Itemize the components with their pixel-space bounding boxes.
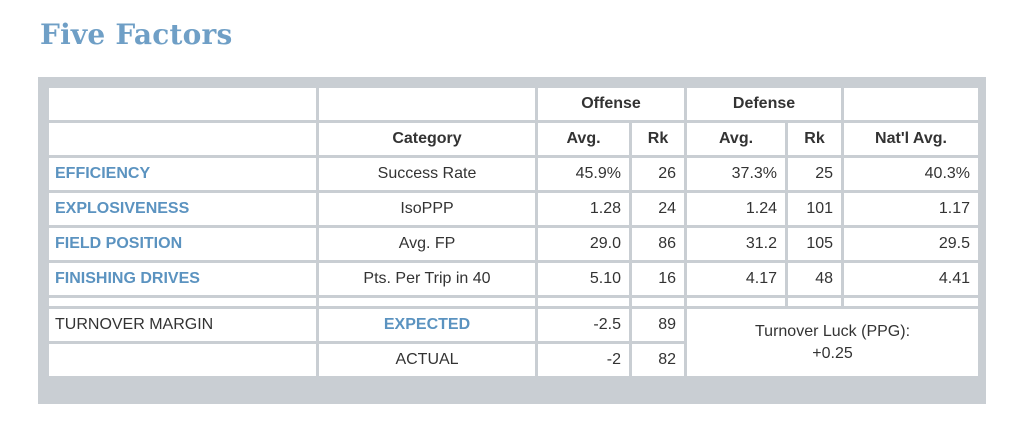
actual-rk-cell: 82 (628, 341, 688, 379)
natl-avg-cell: 4.41 (841, 260, 982, 298)
spacer-cell (628, 295, 688, 309)
spacer-cell (316, 295, 538, 309)
turnover-expected-row: TURNOVER MARGIN EXPECTED -2.5 89 Turnove… (46, 306, 982, 379)
defense-rk-cell: 25 (785, 155, 845, 193)
turnover-actual-row: ACTUAL -2 82 (46, 341, 980, 379)
offense-rk-cell: 86 (628, 225, 688, 263)
spacer-cell (46, 295, 319, 309)
offense-avg-cell: 5.10 (535, 260, 632, 298)
defense-rk-cell: 101 (785, 190, 845, 228)
header-empty-cell (46, 120, 319, 158)
defense-rk-cell: 48 (785, 260, 845, 298)
defense-avg-cell: 31.2 (684, 225, 789, 263)
category-cell: Pts. Per Trip in 40 (316, 260, 538, 298)
offense-header: Offense (534, 85, 688, 123)
turnover-luck-cell: Turnover Luck (PPG): +0.25 (684, 306, 982, 379)
defense-avg-cell: 37.3% (684, 155, 789, 193)
expected-rk-cell: 89 (628, 306, 688, 344)
table-row: EXPLOSIVENESS IsoPPP 1.28 24 1.24 101 1.… (46, 190, 982, 228)
header-row-columns: Category Avg. Rk Avg. Rk Nat'l Avg. (46, 120, 982, 158)
factor-label: EFFICIENCY (46, 155, 319, 193)
header-row-groups: Offense Defense (46, 85, 982, 123)
factor-label: FIELD POSITION (46, 225, 319, 263)
turnover-empty-cell (46, 341, 319, 379)
header-empty-cell (316, 85, 538, 123)
spacer-row (46, 295, 982, 309)
offense-avg-header: Avg. (535, 120, 632, 158)
defense-rk-cell: 105 (785, 225, 845, 263)
defense-header: Defense (684, 85, 845, 123)
header-empty-cell (46, 85, 319, 123)
actual-avg-cell: -2 (535, 341, 632, 379)
turnover-margin-label: TURNOVER MARGIN (46, 306, 319, 344)
factor-label: FINISHING DRIVES (46, 260, 319, 298)
category-cell: IsoPPP (316, 190, 538, 228)
spacer-cell (684, 295, 789, 309)
offense-avg-cell: 45.9% (535, 155, 632, 193)
offense-avg-cell: 1.28 (535, 190, 632, 228)
spacer-cell (535, 295, 632, 309)
table-row: FIELD POSITION Avg. FP 29.0 86 31.2 105 … (46, 225, 982, 263)
table-row: EFFICIENCY Success Rate 45.9% 26 37.3% 2… (46, 155, 982, 193)
offense-rk-cell: 26 (628, 155, 688, 193)
defense-avg-cell: 4.17 (684, 260, 789, 298)
actual-label: ACTUAL (316, 341, 538, 379)
defense-avg-header: Avg. (684, 120, 789, 158)
five-factors-table-frame: Offense Defense Category Avg. Rk Avg. Rk… (38, 77, 986, 404)
turnover-luck-value: +0.25 (812, 344, 853, 362)
natl-avg-cell: 40.3% (841, 155, 982, 193)
spacer-cell (841, 295, 982, 309)
spacer-cell (785, 295, 845, 309)
natl-avg-header: Nat'l Avg. (841, 120, 982, 158)
table-row: FINISHING DRIVES Pts. Per Trip in 40 5.1… (46, 260, 982, 298)
factor-label: EXPLOSIVENESS (46, 190, 319, 228)
category-header: Category (316, 120, 538, 158)
page-title: Five Factors (40, 18, 233, 51)
natl-avg-cell: 29.5 (841, 225, 982, 263)
expected-label: EXPECTED (316, 306, 538, 344)
natl-avg-cell: 1.17 (841, 190, 982, 228)
defense-rk-header: Rk (785, 120, 845, 158)
five-factors-table: Offense Defense Category Avg. Rk Avg. Rk… (46, 85, 982, 379)
category-cell: Success Rate (316, 155, 538, 193)
offense-avg-cell: 29.0 (535, 225, 632, 263)
defense-avg-cell: 1.24 (684, 190, 789, 228)
offense-rk-header: Rk (628, 120, 688, 158)
offense-rk-cell: 24 (628, 190, 688, 228)
category-cell: Avg. FP (316, 225, 538, 263)
turnover-luck-label: Turnover Luck (PPG): (755, 322, 911, 340)
offense-rk-cell: 16 (628, 260, 688, 298)
expected-avg-cell: -2.5 (535, 306, 632, 344)
header-empty-cell (841, 85, 982, 123)
